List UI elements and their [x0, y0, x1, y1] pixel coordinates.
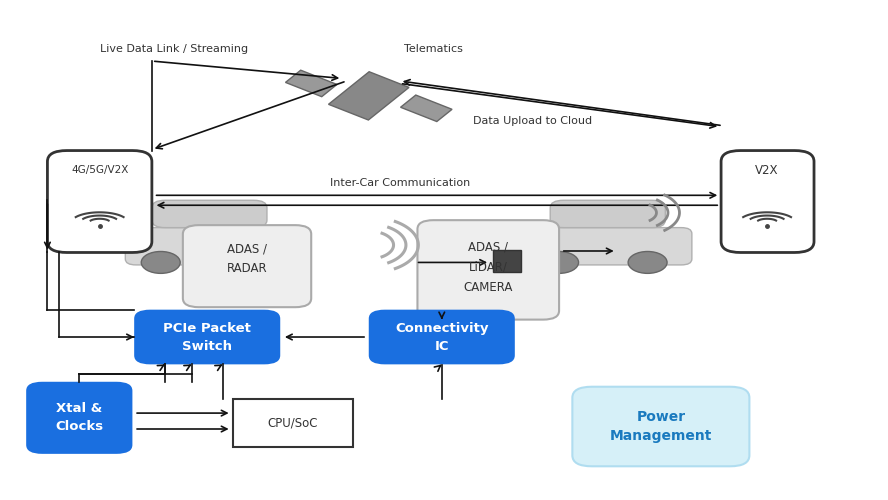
FancyBboxPatch shape	[125, 228, 294, 265]
Circle shape	[141, 252, 180, 274]
Polygon shape	[285, 70, 337, 96]
FancyBboxPatch shape	[369, 310, 515, 364]
Text: Data Upload to Cloud: Data Upload to Cloud	[473, 116, 592, 126]
Polygon shape	[329, 72, 409, 120]
Text: V2X: V2X	[756, 164, 779, 177]
Text: Connectivity
IC: Connectivity IC	[395, 322, 488, 352]
Circle shape	[628, 252, 667, 274]
Text: ADAS /
LiDAR/
CAMERA: ADAS / LiDAR/ CAMERA	[464, 241, 513, 294]
FancyBboxPatch shape	[47, 150, 152, 252]
FancyBboxPatch shape	[573, 386, 749, 466]
FancyBboxPatch shape	[551, 200, 665, 228]
Text: Telematics: Telematics	[404, 44, 463, 54]
FancyBboxPatch shape	[417, 220, 559, 320]
FancyBboxPatch shape	[721, 150, 814, 252]
Text: Xtal &
Clocks: Xtal & Clocks	[55, 402, 103, 433]
Text: CPU/SoC: CPU/SoC	[268, 416, 318, 430]
Text: Live Data Link / Streaming: Live Data Link / Streaming	[100, 44, 248, 54]
FancyBboxPatch shape	[152, 200, 267, 228]
FancyBboxPatch shape	[26, 382, 132, 454]
FancyBboxPatch shape	[183, 225, 311, 307]
Text: Inter-Car Communication: Inter-Car Communication	[329, 178, 470, 188]
Text: 4G/5G/V2X: 4G/5G/V2X	[71, 166, 129, 175]
Text: PCIe Packet
Switch: PCIe Packet Switch	[163, 322, 251, 352]
Circle shape	[540, 252, 579, 274]
FancyBboxPatch shape	[134, 310, 281, 364]
Polygon shape	[400, 95, 452, 122]
Text: Power
Management: Power Management	[610, 410, 712, 444]
Text: ADAS /
RADAR: ADAS / RADAR	[226, 242, 267, 276]
Bar	[493, 250, 521, 272]
FancyBboxPatch shape	[524, 228, 692, 265]
Bar	[234, 398, 353, 448]
Circle shape	[230, 252, 269, 274]
